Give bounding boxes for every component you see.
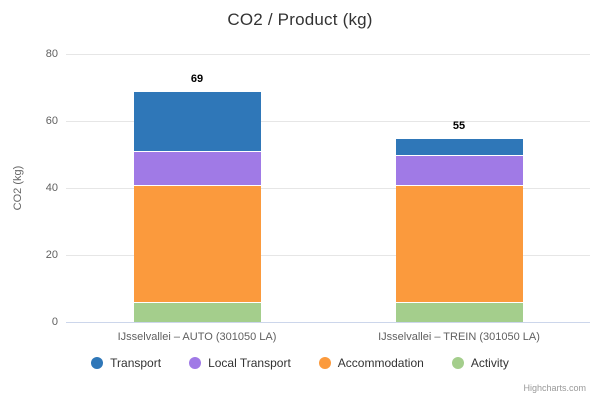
bar-segment-local-transport[interactable] xyxy=(134,151,261,185)
bar-segment-accommodation[interactable] xyxy=(396,185,523,302)
legend-marker-accommodation-icon xyxy=(318,357,331,369)
y-tick-label-80: 80 xyxy=(45,48,58,60)
legend-label: Transport xyxy=(110,356,162,370)
legend-label: Accommodation xyxy=(337,356,424,370)
bar-segment-activity[interactable] xyxy=(396,302,523,322)
bar-segment-accommodation[interactable] xyxy=(134,185,261,302)
bar-segment-transport[interactable] xyxy=(134,91,261,151)
stack-total-label: 69 xyxy=(190,73,204,85)
stack-total-label: 55 xyxy=(452,120,466,132)
bar-segment-transport[interactable] xyxy=(396,138,523,155)
legend-item-accommodation[interactable]: Accommodation xyxy=(318,356,424,370)
legend-marker-transport-icon xyxy=(91,357,104,369)
x-category-label: IJsselvallei – TREIN (301050 LA) xyxy=(378,331,540,343)
legend-marker-local-transport-icon xyxy=(189,357,202,369)
legend-item-transport[interactable]: Transport xyxy=(91,356,161,370)
legend-label: Local Transport xyxy=(208,356,291,370)
y-tick-label-40: 40 xyxy=(45,182,58,194)
y-gridline-40 xyxy=(66,188,590,189)
y-tick-label-20: 20 xyxy=(45,249,58,261)
y-gridline-60 xyxy=(66,121,590,122)
legend-label: Activity xyxy=(470,356,509,370)
bar-segment-local-transport[interactable] xyxy=(396,155,523,185)
y-tick-label-60: 60 xyxy=(45,115,58,127)
y-tick-label-0: 0 xyxy=(51,316,58,328)
bar-segment-activity[interactable] xyxy=(134,302,261,322)
x-category-label: IJsselvallei – AUTO (301050 LA) xyxy=(117,331,277,343)
legend-item-local-transport[interactable]: Local Transport xyxy=(189,356,291,370)
legend: Transport Local Transport Accommodation Act… xyxy=(0,356,600,370)
x-axis-line xyxy=(66,322,590,323)
y-gridline-80 xyxy=(66,54,590,55)
highcharts-credit[interactable]: Highcharts.com xyxy=(523,383,586,393)
legend-marker-activity-icon xyxy=(451,357,464,369)
chart-title: CO2 / Product (kg) xyxy=(227,10,373,29)
y-gridline-20 xyxy=(66,255,590,256)
legend-item-activity[interactable]: Activity xyxy=(451,356,509,370)
